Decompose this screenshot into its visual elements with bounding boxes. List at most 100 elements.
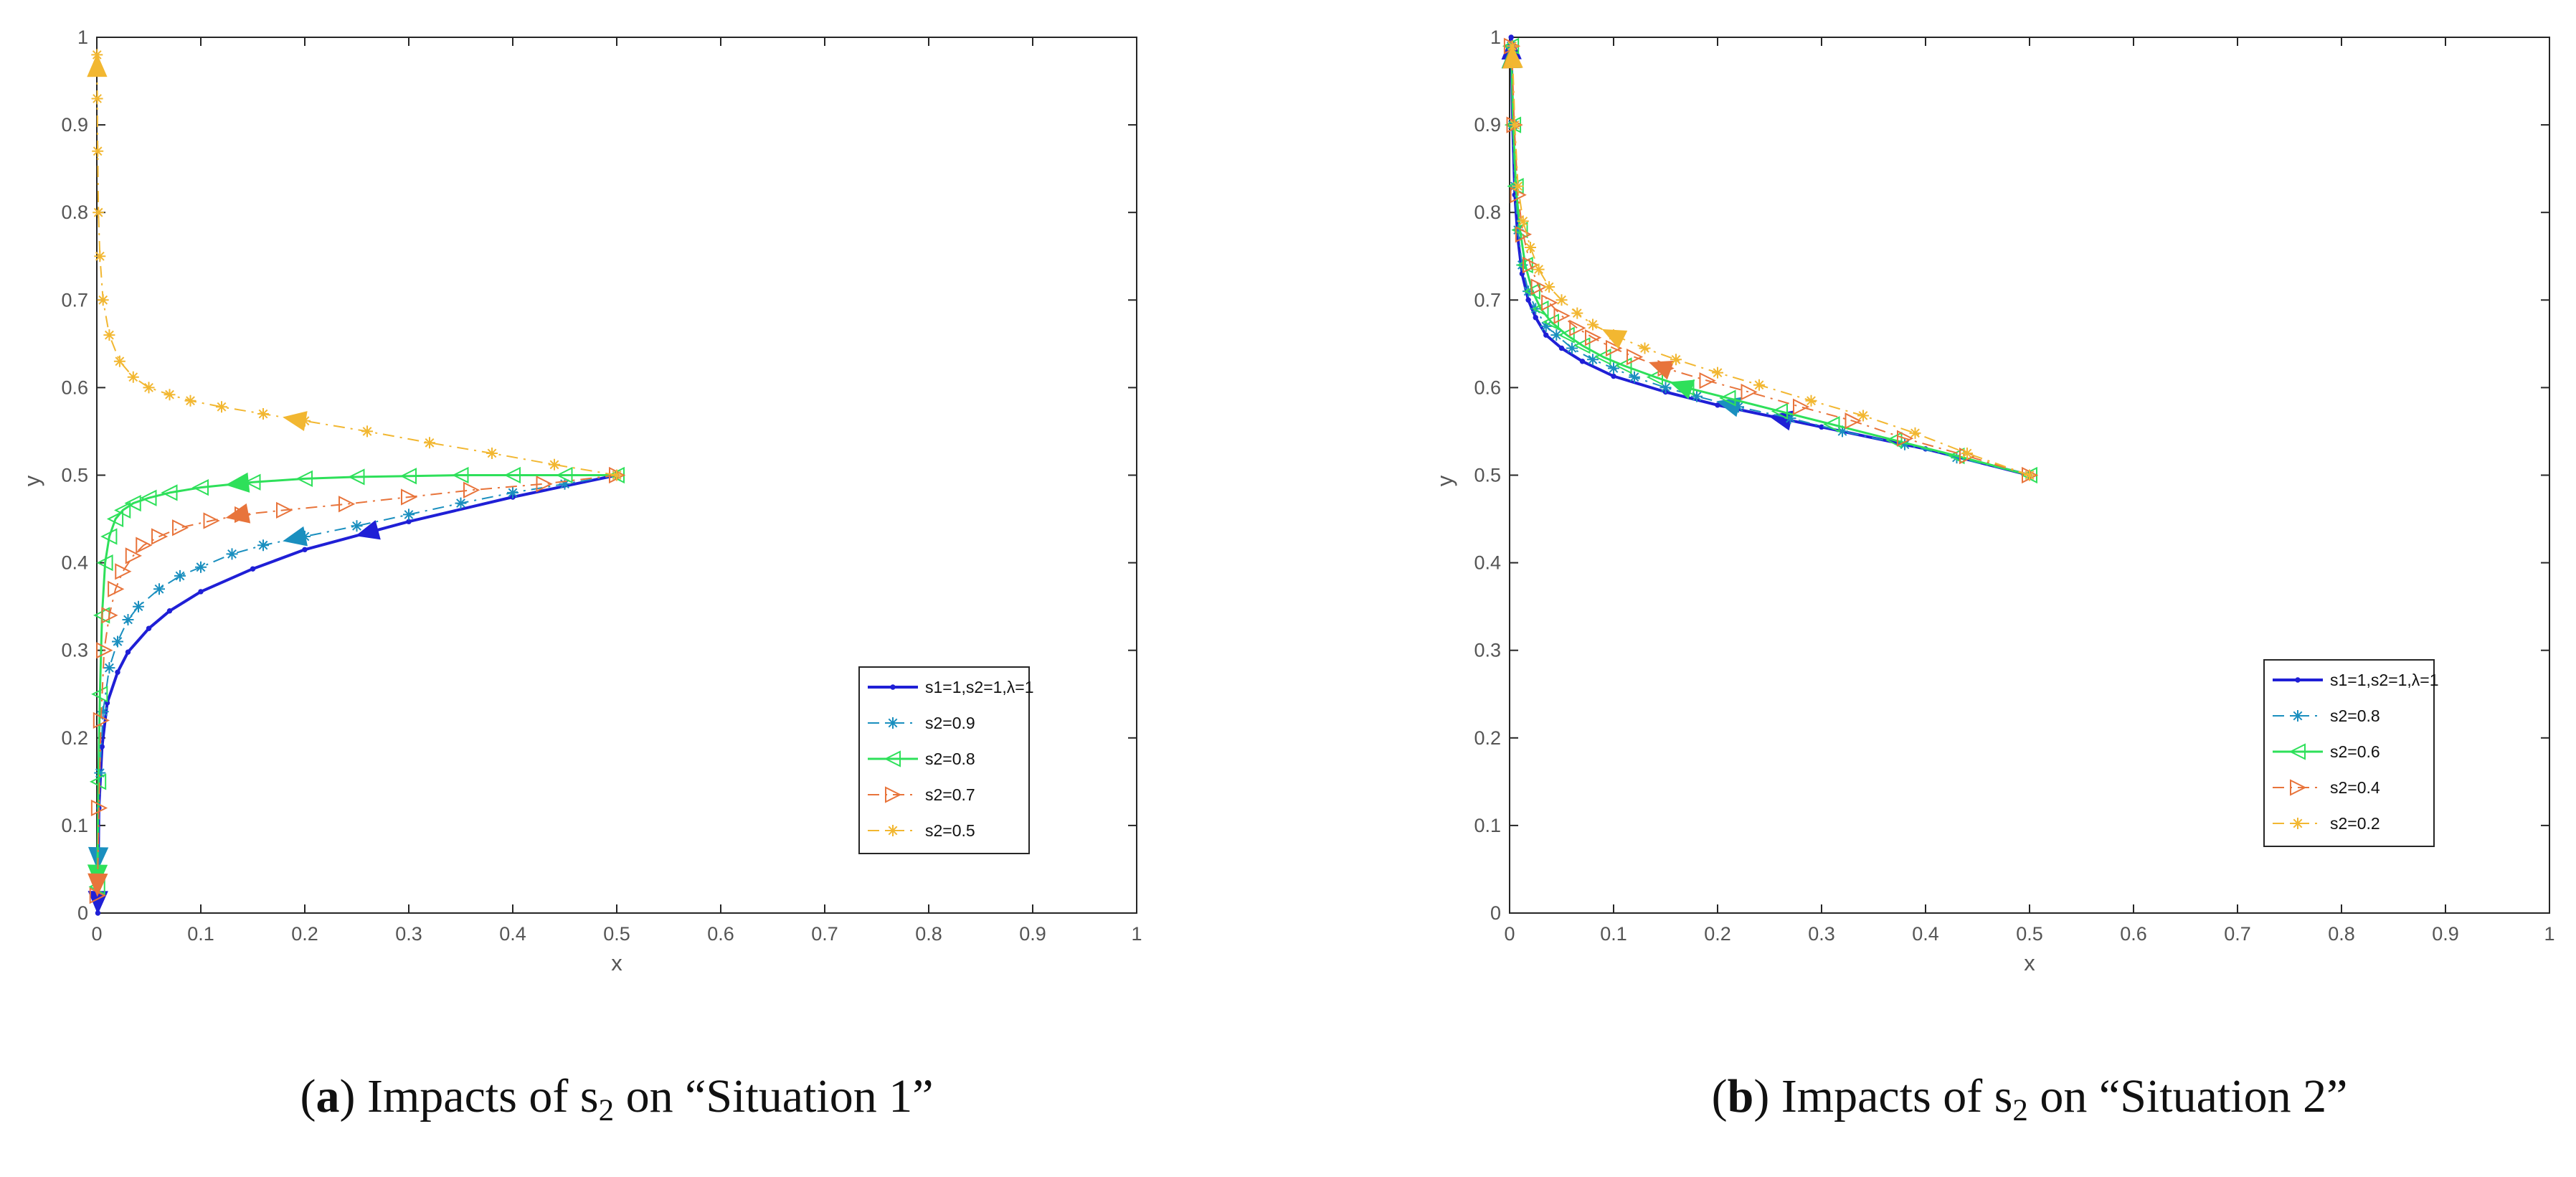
- data-point: [100, 528, 118, 545]
- figure-caption: (b) Impacts of s2 on “Situation 2”: [1712, 1070, 2348, 1128]
- x-tick-label: 0.4: [1912, 923, 1939, 945]
- data-point: [1659, 382, 1672, 394]
- direction-arrow: [225, 503, 251, 524]
- series-line: [1510, 46, 2030, 476]
- data-point: [549, 458, 560, 471]
- data-point: [1569, 319, 1586, 336]
- x-tick-label: 1: [2544, 923, 2554, 945]
- data-point: [226, 548, 238, 560]
- data-point: [172, 519, 189, 536]
- y-tick-label: 0.9: [1474, 114, 1501, 136]
- data-point: [216, 401, 227, 413]
- data-point: [94, 767, 106, 779]
- y-tick-label: 0.4: [1474, 552, 1501, 574]
- y-tick-label: 0.9: [61, 114, 88, 136]
- x-tick-label: 0.8: [915, 923, 942, 945]
- y-tick-label: 0.2: [61, 727, 88, 749]
- data-point: [1525, 242, 1536, 253]
- series-line: [1511, 46, 2030, 476]
- legend-swatch-marker: [2295, 677, 2301, 683]
- direction-arrow: [283, 411, 308, 431]
- x-tick-label: 0.3: [1808, 923, 1835, 945]
- legend-swatch-marker: [890, 684, 896, 690]
- figure-caption: (a) Impacts of s2 on “Situation 1”: [300, 1070, 934, 1128]
- legend-label: s2=0.6: [2330, 742, 2380, 761]
- data-point: [1611, 373, 1616, 379]
- data-point: [96, 642, 113, 659]
- series-line: [96, 474, 617, 896]
- data-point: [348, 468, 365, 486]
- data-point: [1587, 354, 1599, 366]
- data-point: [463, 481, 480, 498]
- data-point: [164, 389, 176, 401]
- y-tick-label: 1: [1490, 27, 1501, 48]
- data-point: [1566, 342, 1578, 354]
- data-point: [1525, 297, 1531, 303]
- end-arrow: [87, 53, 108, 77]
- data-point: [108, 580, 125, 597]
- legend-label: s2=0.8: [2330, 706, 2380, 725]
- x-tick-label: 0.2: [291, 923, 318, 945]
- data-point: [361, 425, 373, 438]
- data-point: [1523, 256, 1540, 274]
- x-tick-label: 0.9: [2432, 923, 2459, 945]
- x-tick-label: 0.1: [187, 923, 214, 945]
- data-point: [133, 600, 144, 613]
- series-line: [1510, 46, 2030, 476]
- data-point: [1540, 320, 1552, 332]
- data-point: [184, 394, 196, 407]
- data-point: [127, 371, 139, 383]
- data-point: [1542, 313, 1559, 331]
- legend-label: s2=0.7: [925, 785, 975, 804]
- data-point: [1516, 259, 1528, 271]
- data-point: [295, 470, 313, 488]
- data-point: [1771, 402, 1788, 420]
- data-point: [1523, 283, 1540, 300]
- legend-entry: s2=0.6: [2273, 742, 2380, 761]
- data-point: [1555, 294, 1568, 306]
- y-axis-label: y: [1432, 475, 1457, 486]
- data-point: [1532, 300, 1549, 318]
- x-tick-label: 0.4: [499, 923, 526, 945]
- data-point: [1530, 278, 1548, 296]
- data-point: [486, 448, 498, 459]
- legend-entry: s2=0.8: [868, 750, 975, 768]
- data-point: [89, 773, 107, 790]
- data-point: [1753, 379, 1765, 391]
- data-point: [112, 635, 123, 648]
- y-tick-label: 0.1: [61, 815, 88, 836]
- data-point: [143, 382, 155, 394]
- y-tick-label: 0: [1490, 902, 1501, 924]
- data-point: [1837, 425, 1848, 438]
- data-point: [151, 528, 169, 545]
- data-point: [1845, 412, 1862, 430]
- data-point: [399, 468, 417, 485]
- data-point: [115, 563, 132, 580]
- data-point: [136, 536, 153, 554]
- legend-entry: s2=0.5: [868, 821, 975, 840]
- data-point: [1530, 303, 1542, 315]
- data-point: [556, 466, 573, 484]
- data-point: [146, 625, 152, 631]
- data-point: [1558, 326, 1575, 344]
- y-tick-label: 1: [77, 27, 88, 48]
- data-point: [244, 473, 261, 491]
- series-s2=0.5: [87, 49, 622, 481]
- data-point: [1533, 263, 1545, 275]
- x-tick-label: 0.9: [1019, 923, 1046, 945]
- data-point: [1608, 362, 1619, 374]
- data-point: [94, 250, 106, 263]
- data-point: [91, 93, 103, 105]
- data-point: [1885, 432, 1903, 449]
- data-point: [115, 669, 120, 675]
- legend-entry: s1=1,s2=1,λ=1: [2273, 671, 2439, 689]
- data-point: [101, 607, 118, 624]
- data-point: [1899, 438, 1910, 450]
- x-tick-label: 0: [1504, 923, 1515, 945]
- x-tick-label: 0.5: [603, 923, 630, 945]
- legend-swatch-marker: [887, 717, 899, 729]
- data-point: [198, 589, 204, 595]
- data-point: [1691, 390, 1703, 402]
- x-tick-label: 0: [91, 923, 102, 945]
- x-tick-label: 0.6: [707, 923, 734, 945]
